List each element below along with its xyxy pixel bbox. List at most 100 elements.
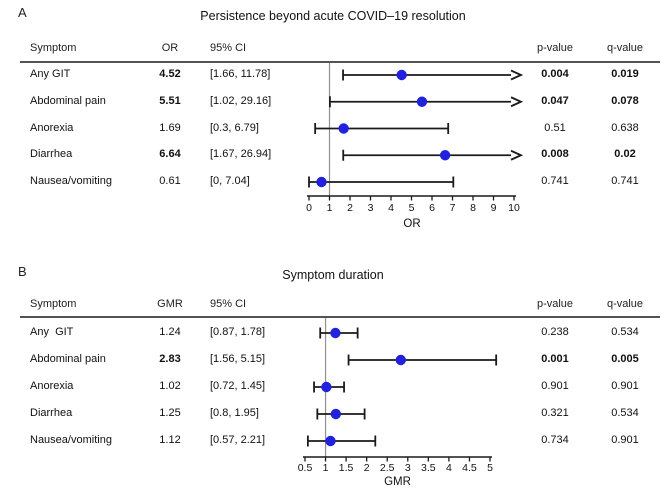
tick-label: 5 [409, 202, 415, 214]
tick-label: 6 [429, 202, 435, 214]
row-ci: [0.72, 1.45] [210, 380, 266, 392]
row-effect-value: 1.69 [159, 121, 181, 134]
row-q-value: 0.741 [611, 175, 639, 187]
panel-b-axis-label: GMR [384, 476, 411, 488]
tick-label: 3.5 [421, 462, 436, 474]
row-q-value: 0.901 [611, 434, 639, 446]
row-q-value: 0.078 [611, 94, 639, 107]
tick-label: 1 [323, 462, 329, 474]
tick-label: 3 [405, 462, 411, 474]
tick-label: 2.5 [380, 462, 395, 474]
row-p-value: 0.047 [541, 94, 569, 107]
row-symptom: Diarrhea [30, 407, 73, 419]
row-symptom: Any GIT [30, 326, 74, 338]
row-q-value: 0.534 [611, 326, 639, 338]
panel-b-col-symptom: Symptom [30, 298, 77, 310]
row-ci: [0.57, 2.21] [210, 434, 266, 446]
row-effect-value: 1.24 [159, 326, 181, 338]
row-ci: [0, 7.04] [210, 175, 250, 187]
row-q-value: 0.638 [611, 121, 639, 134]
panel-a-axis-label: OR [403, 218, 421, 230]
row-effect-value: 1.25 [159, 407, 181, 419]
row-symptom: Abdominal pain [30, 94, 106, 107]
row-symptom: Anorexia [30, 121, 74, 134]
row-symptom: Anorexia [30, 380, 74, 392]
point-estimate-marker [338, 123, 349, 134]
row-effect-value: 1.02 [159, 380, 181, 392]
row-symptom: Diarrhea [30, 148, 73, 161]
panel-a-label: A [18, 5, 27, 20]
row-effect-value: 6.64 [159, 148, 181, 161]
tick-label: 2 [364, 462, 370, 474]
row-p-value: 0.734 [541, 434, 569, 446]
point-estimate-marker [330, 327, 341, 339]
arrow-right-head [510, 96, 524, 108]
row-ci: [0.3, 6.79] [210, 121, 259, 134]
point-estimate-marker [395, 354, 406, 366]
tick-label: 3 [368, 202, 374, 214]
tick-label: 4 [388, 202, 394, 214]
panel-a-title: Persistence beyond acute COVID–19 resolu… [200, 9, 466, 23]
row-ci: [0.8, 1.95] [210, 407, 259, 419]
row-symptom: Nausea/vomiting [30, 175, 112, 187]
panel-b-col-gmr: GMR [157, 298, 183, 310]
row-q-value: 0.534 [611, 407, 639, 419]
row-ci: [1.56, 5.15] [210, 353, 266, 365]
point-estimate-marker [330, 408, 342, 420]
panel-a-col-p: p-value [536, 42, 574, 54]
panel-a-col-symptom: Symptom [30, 42, 77, 54]
point-estimate-marker [321, 381, 332, 393]
row-effect-value: 1.12 [159, 434, 181, 446]
row-q-value: 0.901 [611, 380, 639, 392]
point-estimate-marker [416, 96, 428, 107]
row-ci: [1.66, 11.78] [210, 68, 271, 80]
point-estimate-marker [325, 435, 336, 447]
row-p-value: 0.321 [541, 407, 569, 419]
row-ci: [0.87, 1.78] [210, 326, 266, 338]
row-effect-value: 4.52 [159, 68, 181, 80]
tick-label: 0.5 [298, 462, 313, 474]
row-effect-value: 2.83 [159, 353, 181, 365]
row-ci: [1.02, 29.16] [210, 94, 272, 107]
tick-label: 10 [508, 202, 520, 214]
tick-label: 0 [306, 202, 312, 214]
row-effect-value: 5.51 [159, 94, 181, 107]
panel-b-col-q: q-value [606, 298, 644, 310]
point-estimate-marker [316, 176, 327, 188]
panel-b-col-ci: 95% CI [210, 298, 247, 310]
row-p-value: 0.51 [544, 121, 566, 134]
row-p-value: 0.901 [541, 380, 569, 392]
panel-b-title: Symptom duration [282, 268, 384, 282]
tick-label: 1.5 [339, 462, 354, 474]
panel-b-col-p: p-value [536, 298, 574, 310]
panel-b-label: B [18, 264, 27, 279]
row-p-value: 0.001 [541, 353, 569, 365]
tick-label: 4.5 [462, 462, 477, 474]
row-p-value: 0.008 [541, 148, 569, 161]
point-estimate-marker [439, 150, 451, 161]
row-p-value: 0.238 [541, 326, 569, 338]
tick-label: 2 [347, 202, 353, 214]
point-estimate-marker [396, 69, 407, 81]
row-q-value: 0.005 [611, 353, 639, 365]
tick-label: 5 [487, 462, 493, 474]
row-p-value: 0.004 [541, 68, 569, 80]
tick-label: 7 [450, 202, 456, 214]
arrow-right-head [510, 69, 524, 81]
row-q-value: 0.019 [611, 68, 639, 80]
row-symptom: Any GIT [30, 68, 71, 80]
row-p-value: 0.741 [541, 175, 569, 187]
panel-a-col-or: OR [161, 42, 179, 54]
row-symptom: Abdominal pain [30, 353, 106, 365]
row-effect-value: 0.61 [159, 175, 181, 187]
tick-label: 4 [446, 462, 452, 474]
arrow-right-head [510, 149, 524, 161]
panel-a-col-ci: 95% CI [210, 42, 247, 54]
row-ci: [1.67, 26.94] [210, 148, 272, 161]
tick-label: 9 [491, 202, 497, 214]
tick-label: 8 [470, 202, 476, 214]
tick-label: 1 [327, 202, 333, 214]
row-q-value: 0.02 [614, 148, 636, 161]
